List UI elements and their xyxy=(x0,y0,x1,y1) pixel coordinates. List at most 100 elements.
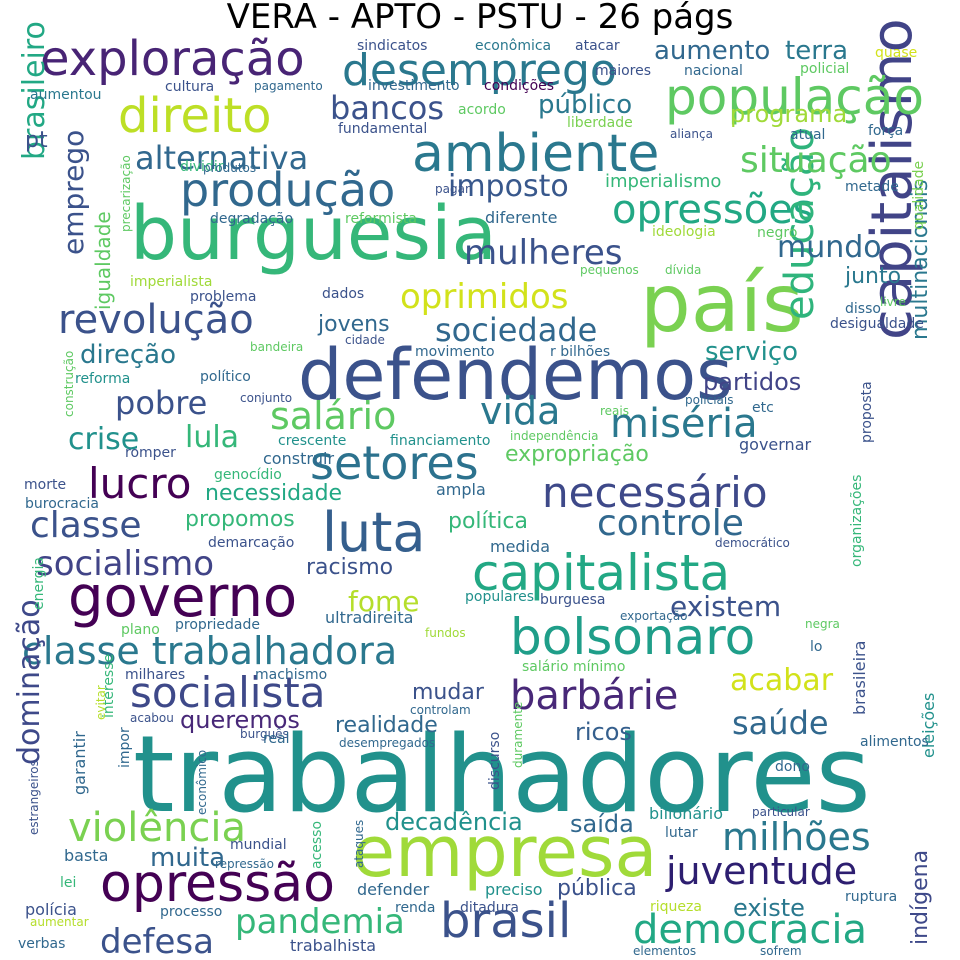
cloud-word: reforma xyxy=(75,371,131,387)
cloud-word: diferente xyxy=(485,208,558,227)
cloud-word: muita xyxy=(150,843,226,873)
cloud-word: discurso xyxy=(487,731,503,790)
cloud-word: burguesa xyxy=(540,592,606,608)
cloud-word: salário mínimo xyxy=(522,659,626,675)
cloud-word: direção xyxy=(80,340,176,370)
cloud-word: programa xyxy=(730,100,848,128)
cloud-word: elementos xyxy=(633,944,697,958)
cloud-word: bancos xyxy=(330,89,445,127)
cloud-word: igualdade xyxy=(91,211,115,310)
cloud-word: acesso xyxy=(309,820,325,869)
cloud-word: liberdade xyxy=(567,115,633,131)
cloud-word: sindicatos xyxy=(357,38,428,54)
cloud-word: revolução xyxy=(58,297,254,343)
cloud-word: decadência xyxy=(385,808,523,836)
cloud-word: sociedade xyxy=(435,311,598,349)
cloud-title: VERA - APTO - PSTU - 26 págs xyxy=(226,0,734,37)
cloud-word: junto xyxy=(845,264,902,289)
cloud-word: genocídio xyxy=(214,467,282,483)
cloud-word: controlam xyxy=(410,703,471,717)
cloud-word: lucro xyxy=(88,459,192,508)
cloud-word: mudar xyxy=(412,680,484,705)
cloud-word: romper xyxy=(125,445,176,461)
cloud-word: partidos xyxy=(703,368,802,396)
cloud-word: imposto xyxy=(448,169,569,204)
cloud-word: problema xyxy=(190,289,257,305)
cloud-word: econômico xyxy=(195,749,209,815)
cloud-word: produção xyxy=(180,163,396,217)
cloud-word: brasileira xyxy=(850,640,869,715)
cloud-word: fundos xyxy=(425,626,466,640)
cloud-word: exportação xyxy=(620,609,688,623)
cloud-word: existe xyxy=(733,894,805,922)
cloud-word: ultradireita xyxy=(325,608,414,627)
cloud-word: atual xyxy=(790,127,826,143)
cloud-word: quase xyxy=(875,45,918,61)
cloud-word: lo xyxy=(810,639,823,655)
cloud-word: garantir xyxy=(70,731,89,795)
cloud-word: crescente xyxy=(278,433,347,449)
cloud-word: ampla xyxy=(436,480,486,499)
cloud-word: reais xyxy=(600,404,629,418)
cloud-word: disso xyxy=(845,301,881,317)
cloud-word: burguesia xyxy=(130,191,497,277)
cloud-word: governar xyxy=(739,435,812,454)
cloud-word: duramente xyxy=(511,701,525,768)
cloud-word: machismo xyxy=(255,667,328,683)
cloud-word: cidade xyxy=(345,333,385,347)
cloud-word: pública xyxy=(557,876,637,901)
cloud-word: público xyxy=(538,90,633,120)
cloud-word: trabalhista xyxy=(290,936,377,955)
cloud-word: ricos xyxy=(575,718,632,746)
cloud-word: mundial xyxy=(230,837,287,853)
cloud-word: fome xyxy=(348,585,420,618)
cloud-word: dívida xyxy=(665,263,702,277)
cloud-word: jovens xyxy=(318,312,390,337)
cloud-word: condições xyxy=(484,78,555,94)
cloud-word: impor xyxy=(117,727,133,768)
cloud-word: real xyxy=(263,731,290,747)
cloud-word: ideologia xyxy=(652,224,716,240)
cloud-word: exploração xyxy=(40,31,305,87)
cloud-word: construir xyxy=(263,449,335,468)
cloud-word: socialismo xyxy=(36,544,215,584)
cloud-word: mulheres xyxy=(464,233,623,273)
cloud-word: pandemia xyxy=(235,902,405,942)
cloud-word: defesa xyxy=(100,922,214,960)
cloud-word: independência xyxy=(510,429,599,443)
cloud-word: opressão xyxy=(100,854,335,914)
cloud-word: conjunto xyxy=(240,391,293,405)
cloud-word: democrático xyxy=(715,536,790,550)
cloud-word: particular xyxy=(752,805,810,819)
cloud-word: controle xyxy=(597,503,744,544)
cloud-word: necessário xyxy=(542,468,768,517)
cloud-word: burocracia xyxy=(25,496,99,512)
cloud-word: pagamento xyxy=(254,79,323,93)
cloud-word: reformista xyxy=(345,211,417,227)
cloud-word: queremos xyxy=(180,706,300,734)
cloud-word: pt xyxy=(25,128,48,153)
cloud-word: ataques xyxy=(352,819,366,868)
cloud-word: medida xyxy=(490,537,550,556)
cloud-word: aliança xyxy=(670,127,713,141)
cloud-word: empresa xyxy=(352,811,658,893)
cloud-word: desigualdade xyxy=(830,316,924,332)
cloud-word: repressão xyxy=(215,857,274,871)
cloud-word: negra xyxy=(805,617,840,631)
cloud-word: terra xyxy=(785,36,849,66)
cloud-word: lula xyxy=(185,420,240,455)
cloud-word: acabou xyxy=(130,711,174,725)
cloud-word: negro xyxy=(757,225,798,241)
cloud-word: r bilhões xyxy=(550,344,611,360)
cloud-word: proposta xyxy=(859,381,875,443)
cloud-word: aumentou xyxy=(30,87,102,103)
cloud-word: investimento xyxy=(368,78,460,94)
cloud-word: força xyxy=(868,123,904,139)
cloud-word: racismo xyxy=(306,555,394,580)
cloud-word: preciso xyxy=(485,880,543,899)
cloud-word: aumento xyxy=(654,36,771,66)
cloud-word: barbárie xyxy=(510,673,679,719)
cloud-word: alternativa xyxy=(135,139,309,177)
cloud-word: luta xyxy=(322,501,426,564)
cloud-word: miséria xyxy=(610,401,758,447)
